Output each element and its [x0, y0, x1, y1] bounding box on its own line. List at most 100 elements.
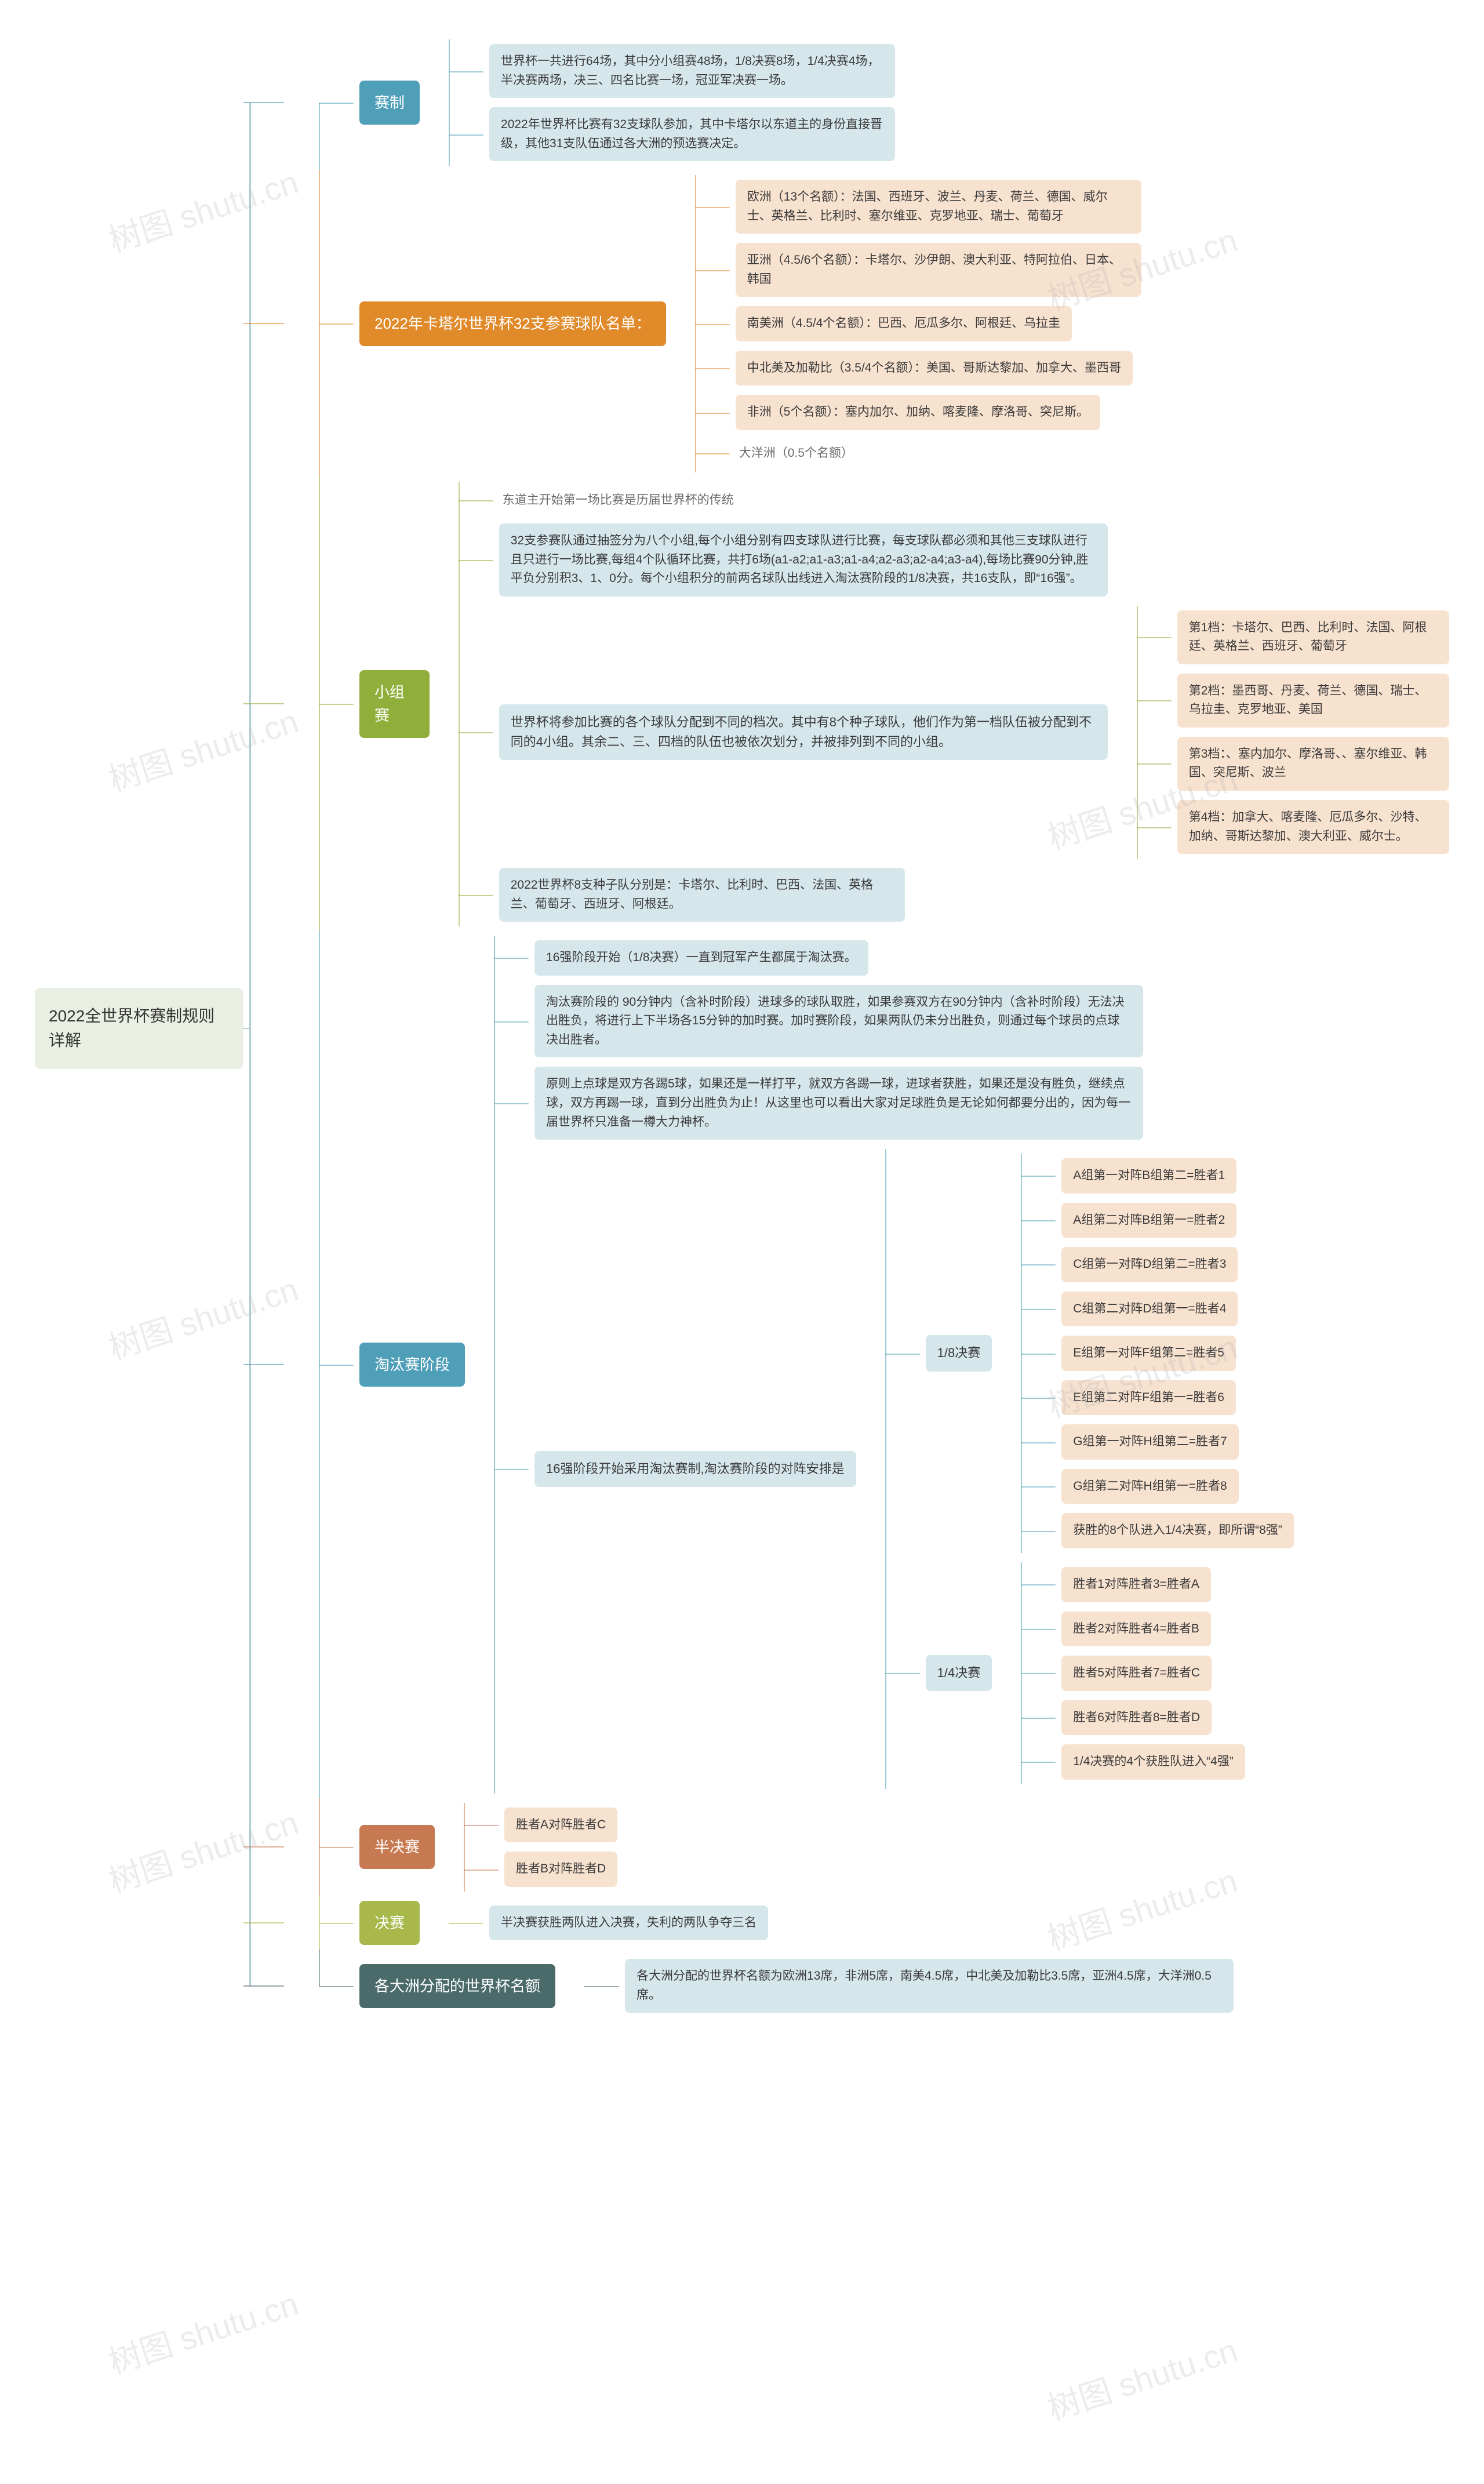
tree-branch: 非洲（5个名额）：塞内加尔、加纳、喀麦隆、摩洛哥、突尼斯。 — [695, 390, 1141, 435]
node-text: A组第一对阵B组第二=胜者1 — [1073, 1169, 1225, 1182]
node-text: 获胜的8个队进入1/4决赛，即所谓“8强” — [1073, 1523, 1282, 1537]
branch-node: 小组赛 — [359, 670, 430, 738]
mindmap-container: 2022全世界杯赛制规则详解 赛制世界杯一共进行64场，其中分小组赛48场，1/… — [0, 0, 1484, 2092]
node-text: A组第二对阵B组第一=胜者2 — [1073, 1213, 1225, 1227]
trunk-connector — [243, 1364, 284, 1365]
node-text: 大洋洲（0.5个名额） — [739, 446, 853, 460]
leaf-node: 第4档：加拿大、喀麦隆、厄瓜多尔、沙特、加纳、哥斯达黎加、澳大利亚、威尔士。 — [1177, 800, 1449, 854]
tree-branch: 赛制 世界杯一共进行64场，其中分小组赛48场，1/8决赛8场，1/4决赛4场，半… — [319, 35, 1449, 170]
leaf-node: 胜者A对阵胜者C — [504, 1807, 617, 1843]
tree-branch: 胜者5对阵胜者7=胜者C — [1021, 1651, 1245, 1696]
branch-node: 2022年卡塔尔世界杯32支参赛球队名单： — [359, 301, 666, 345]
node-text: 半决赛获胜两队进入决赛，失利的两队争夺三名 — [501, 1916, 756, 1929]
tree-branch: 大洋洲（0.5个名额） — [695, 435, 1141, 472]
trunk-connector — [243, 102, 284, 103]
node-row: 世界杯将参加比赛的各个球队分配到不同的档次。其中有8个种子球队，他们作为第一档队… — [499, 606, 1449, 859]
node-row: 32支参赛队通过抽签分为八个小组,每个小组分别有四支球队进行比赛，每支球队都必须… — [499, 523, 1449, 597]
node-text: 南美洲（4.5/4个名额）：巴西、厄瓜多尔、阿根廷、乌拉圭 — [747, 317, 1060, 330]
tree-branch: 获胜的8个队进入1/4决赛，即所谓“8强” — [1021, 1508, 1294, 1553]
tree-branch: 半决赛 胜者A对阵胜者C 胜者B对阵胜者D — [319, 1798, 1449, 1896]
node-text: 胜者A对阵胜者C — [516, 1818, 606, 1831]
node-text: 1/8决赛 — [937, 1345, 981, 1360]
node-text: 半决赛 — [374, 1838, 420, 1856]
leaf-node: 获胜的8个队进入1/4决赛，即所谓“8强” — [1061, 1513, 1294, 1548]
child-list: 各大洲分配的世界杯名额为欧洲13席，非洲5席，南美4.5席，中北美及加勒比3.5… — [584, 1954, 1234, 2017]
tree-branch: 半决赛获胜两队进入决赛，失利的两队争夺三名 — [449, 1901, 768, 1945]
leaf-node: 胜者B对阵胜者D — [504, 1852, 617, 1887]
node-row: 1/4决赛的4个获胜队进入“4强” — [1061, 1744, 1245, 1780]
node-row: 第3档：、塞内加尔、摩洛哥、、塞尔维亚、韩国、突尼斯、波兰 — [1177, 737, 1449, 791]
child-list: 半决赛获胜两队进入决赛，失利的两队争夺三名 — [449, 1901, 768, 1945]
branch-node: 赛制 — [359, 81, 420, 125]
leaf-node: C组第一对阵D组第二=胜者3 — [1061, 1247, 1238, 1282]
node-row: 决赛半决赛获胜两队进入决赛，失利的两队争夺三名 — [359, 1901, 1449, 1945]
node-text: 世界杯将参加比赛的各个球队分配到不同的档次。其中有8个种子球队，他们作为第一档队… — [511, 715, 1092, 749]
tree-branch: A组第二对阵B组第一=胜者2 — [1021, 1198, 1294, 1243]
child-list: 胜者A对阵胜者C 胜者B对阵胜者D — [464, 1803, 617, 1892]
child-list: 胜者1对阵胜者3=胜者A胜者2对阵胜者4=胜者B胜者5对阵胜者7=胜者C胜者6对… — [1021, 1562, 1245, 1784]
node-row: 小组赛 东道主开始第一场比赛是历届世界杯的传统 32支参赛队通过抽签分为八个小组,每… — [359, 482, 1449, 927]
node-row: 胜者B对阵胜者D — [504, 1852, 617, 1887]
tree-branch: 淘汰赛阶段 16强阶段开始（1/8决赛）一直到冠军产生都属于淘汰赛。淘汰赛阶段的 … — [319, 931, 1449, 1798]
tree-branch: 16强阶段开始（1/8决赛）一直到冠军产生都属于淘汰赛。 — [494, 936, 1294, 980]
node-text: 东道主开始第一场比赛是历届世界杯的传统 — [503, 493, 734, 507]
leaf-node: E组第二对阵F组第一=胜者6 — [1061, 1380, 1236, 1416]
node-text: 胜者1对阵胜者3=胜者A — [1073, 1577, 1199, 1591]
node-row: C组第一对阵D组第二=胜者3 — [1061, 1247, 1294, 1282]
tree-branch: E组第二对阵F组第一=胜者6 — [1021, 1376, 1294, 1420]
node-row: 获胜的8个队进入1/4决赛，即所谓“8强” — [1061, 1513, 1294, 1548]
tree-branch: 1/4决赛的4个获胜队进入“4强” — [1021, 1740, 1245, 1784]
branch-node: 淘汰赛阶段 — [359, 1343, 465, 1387]
node-row: 胜者1对阵胜者3=胜者A — [1061, 1567, 1245, 1602]
node-text: G组第二对阵H组第一=胜者8 — [1073, 1479, 1227, 1493]
child-list: 世界杯一共进行64场，其中分小组赛48场，1/8决赛8场，1/4决赛4场，半决赛… — [449, 39, 895, 166]
leaf-node: 第2档：墨西哥、丹麦、荷兰、德国、瑞士、乌拉圭、克罗地亚、美国 — [1177, 674, 1449, 728]
node-text: 16强阶段开始（1/8决赛）一直到冠军产生都属于淘汰赛。 — [546, 951, 857, 964]
node-text: 世界杯一共进行64场，其中分小组赛48场，1/8决赛8场，1/4决赛4场，半决赛… — [501, 54, 879, 87]
node-text: 淘汰赛阶段的 90分钟内（含补时阶段）进球多的球队取胜，如果参赛双方在90分钟内… — [546, 995, 1125, 1046]
tree-branch: 第3档：、塞内加尔、摩洛哥、、塞尔维亚、韩国、突尼斯、波兰 — [1137, 732, 1449, 795]
node-row: 第4档：加拿大、喀麦隆、厄瓜多尔、沙特、加纳、哥斯达黎加、澳大利亚、威尔士。 — [1177, 800, 1449, 854]
tree-branch: 16强阶段开始采用淘汰赛制,淘汰赛阶段的对阵安排是1/8决赛A组第一对阵B组第二… — [494, 1144, 1294, 1794]
tree-branch: 2022世界杯8支种子队分别是：卡塔尔、比利时、巴西、法国、英格兰、葡萄牙、西班… — [459, 863, 1449, 926]
node-text: 原则上点球是双方各踢5球，如果还是一样打平，就双方各踢一球，进球者获胜，如果还是… — [546, 1077, 1130, 1128]
node-row: A组第一对阵B组第二=胜者1 — [1061, 1158, 1294, 1194]
tree-branch: 胜者2对阵胜者4=胜者B — [1021, 1607, 1245, 1652]
tree-branch: 第2档：墨西哥、丹麦、荷兰、德国、瑞士、乌拉圭、克罗地亚、美国 — [1137, 669, 1449, 732]
node-text: E组第一对阵F组第二=胜者5 — [1073, 1346, 1224, 1359]
tree-branch: A组第一对阵B组第二=胜者1 — [1021, 1154, 1294, 1198]
watermark-text: 树图 shutu.cn — [1041, 2325, 1243, 2430]
tree-branch: 胜者A对阵胜者C — [464, 1803, 617, 1847]
node-text: 第3档：、塞内加尔、摩洛哥、、塞尔维亚、韩国、突尼斯、波兰 — [1189, 747, 1427, 780]
tree-branch: 32支参赛队通过抽签分为八个小组,每个小组分别有四支球队进行比赛，每支球队都必须… — [459, 519, 1449, 601]
node-text: 1/4决赛 — [937, 1665, 981, 1680]
tree-branch: 南美洲（4.5/4个名额）：巴西、厄瓜多尔、阿根廷、乌拉圭 — [695, 301, 1141, 346]
watermark-text: 树图 shutu.cn — [102, 2278, 304, 2384]
node-text: 各大洲分配的世界杯名额 — [374, 1977, 540, 1995]
leaf-node: 各大洲分配的世界杯名额为欧洲13席，非洲5席，南美4.5席，中北美及加勒比3.5… — [625, 1959, 1234, 2013]
tree-branch: 世界杯将参加比赛的各个球队分配到不同的档次。其中有8个种子球队，他们作为第一档队… — [459, 601, 1449, 863]
tree-branch: 各大洲分配的世界杯名额 各大洲分配的世界杯名额为欧洲13席，非洲5席，南美4.5席… — [319, 1950, 1449, 2022]
node-row: 欧洲（13个名额）：法国、西班牙、波兰、丹麦、荷兰、德国、威尔士、英格兰、比利时… — [736, 180, 1141, 234]
node-row: 淘汰赛阶段 16强阶段开始（1/8决赛）一直到冠军产生都属于淘汰赛。淘汰赛阶段的 … — [359, 936, 1449, 1793]
tree-branch: E组第一对阵F组第二=胜者5 — [1021, 1331, 1294, 1376]
tree-branch: 第4档：加拿大、喀麦隆、厄瓜多尔、沙特、加纳、哥斯达黎加、澳大利亚、威尔士。 — [1137, 795, 1449, 859]
node-row: C组第二对阵D组第一=胜者4 — [1061, 1292, 1294, 1327]
leaf-node: E组第一对阵F组第二=胜者5 — [1061, 1336, 1236, 1371]
node-row: E组第一对阵F组第二=胜者5 — [1061, 1336, 1294, 1371]
node-text: C组第一对阵D组第二=胜者3 — [1073, 1257, 1226, 1271]
leaf-node: 中北美及加勒比（3.5/4个名额）：美国、哥斯达黎加、加拿大、墨西哥 — [736, 351, 1133, 386]
node-row: 南美洲（4.5/4个名额）：巴西、厄瓜多尔、阿根廷、乌拉圭 — [736, 306, 1141, 341]
tree-branch: 欧洲（13个名额）：法国、西班牙、波兰、丹麦、荷兰、德国、威尔士、英格兰、比利时… — [695, 175, 1141, 238]
node-row: 1/8决赛 A组第一对阵B组第二=胜者1 A组第二对阵B组第一=胜者2 C组第一对阵D… — [926, 1154, 1294, 1553]
tree-branch: 决赛半决赛获胜两队进入决赛，失利的两队争夺三名 — [319, 1896, 1449, 1950]
trunk-line — [249, 103, 251, 1986]
node-text: 欧洲（13个名额）：法国、西班牙、波兰、丹麦、荷兰、德国、威尔士、英格兰、比利时… — [747, 190, 1108, 223]
trunk-connector — [243, 1846, 284, 1847]
root-connector — [243, 1028, 249, 1029]
trunk-connector — [243, 1922, 284, 1923]
node-row: 16强阶段开始采用淘汰赛制,淘汰赛阶段的对阵安排是1/8决赛A组第一对阵B组第二… — [534, 1149, 1294, 1789]
leaf-node: A组第二对阵B组第一=胜者2 — [1061, 1203, 1236, 1238]
tree-branch: 原则上点球是双方各踢5球，如果还是一样打平，就双方各踢一球，进球者获胜，如果还是… — [494, 1062, 1294, 1144]
trunk-connector — [243, 323, 284, 324]
